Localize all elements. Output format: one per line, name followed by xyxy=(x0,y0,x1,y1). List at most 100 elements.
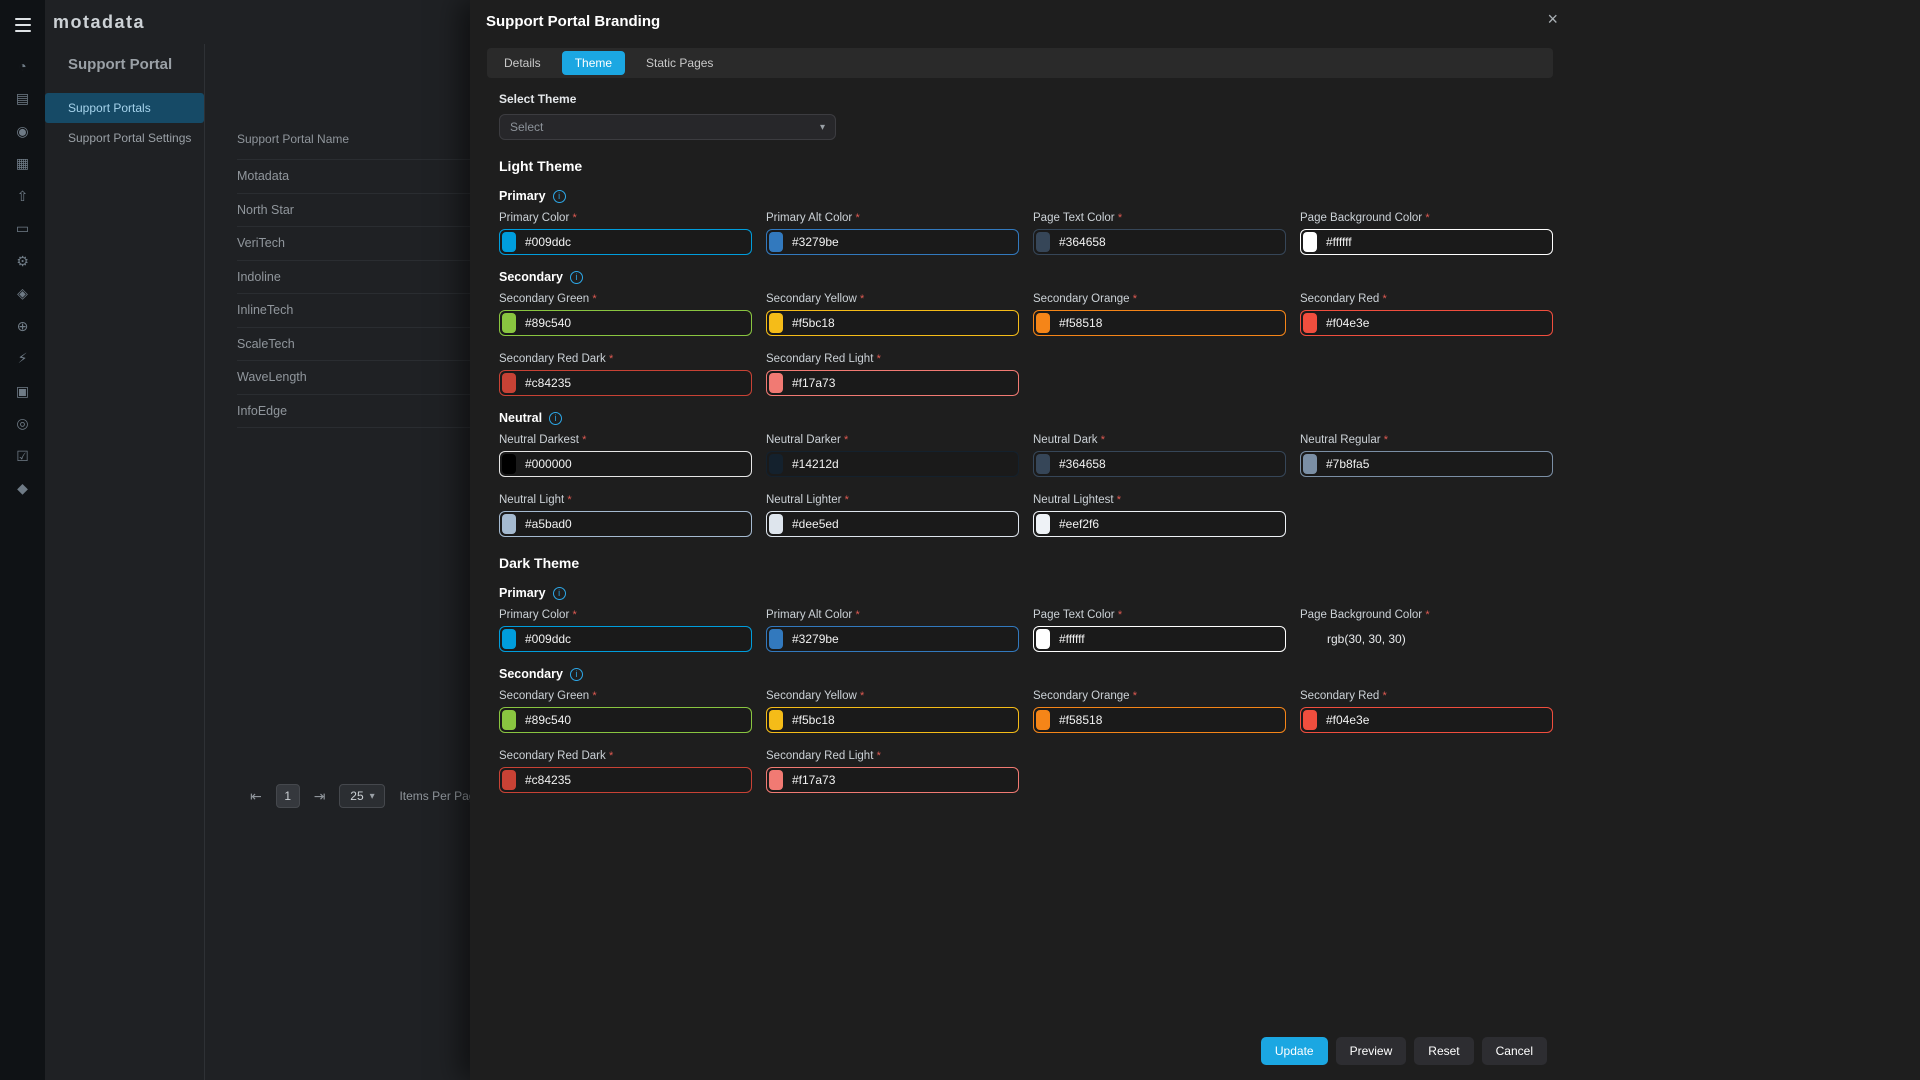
page-number-button[interactable]: 1 xyxy=(275,784,300,808)
color-swatch xyxy=(769,373,783,393)
color-input[interactable]: #3279be xyxy=(766,626,1019,652)
info-icon[interactable]: i xyxy=(552,189,566,203)
update-button[interactable]: Update xyxy=(1260,1037,1328,1065)
color-hex: #eef2f6 xyxy=(1059,517,1100,531)
knowledge-icon[interactable]: ▦ xyxy=(15,155,30,172)
color-hex: #89c540 xyxy=(525,713,572,727)
color-swatch xyxy=(769,232,783,252)
color-input[interactable]: #89c540 xyxy=(499,310,752,336)
table-row[interactable]: ScaleTech xyxy=(237,328,470,361)
tab-static-pages[interactable]: Static Pages xyxy=(646,56,714,70)
color-input[interactable]: #14212d xyxy=(766,451,1019,477)
table-row[interactable]: Indoline xyxy=(237,261,470,294)
color-field: Neutral Light * #a5bad0 xyxy=(499,494,752,537)
color-hex: #f04e3e xyxy=(1326,316,1370,330)
color-input[interactable]: #7b8fa5 xyxy=(1300,451,1553,477)
sidebar-item[interactable]: Support Portal Settings xyxy=(68,131,192,145)
color-field: Page Text Color * #364658 xyxy=(1033,212,1286,255)
table-row[interactable]: WaveLength xyxy=(237,361,470,395)
drawer-footer: Update Preview Reset Cancel xyxy=(470,1022,1920,1080)
first-page-icon[interactable]: ⇤ xyxy=(250,787,262,804)
report-icon[interactable]: ▣ xyxy=(15,382,30,399)
preview-button[interactable]: Preview xyxy=(1335,1037,1407,1065)
tab-theme[interactable]: Theme xyxy=(561,51,626,75)
info-icon[interactable]: i xyxy=(552,586,566,600)
tasks-icon[interactable]: ☑ xyxy=(16,447,29,464)
field-label: Primary Color * xyxy=(499,609,577,621)
automation-icon[interactable]: ⚡ xyxy=(17,350,28,367)
color-hex: #000000 xyxy=(525,457,572,471)
color-hex: #f5bc18 xyxy=(792,713,835,727)
theme-select-value: Select xyxy=(510,120,544,134)
close-icon[interactable]: × xyxy=(1547,9,1558,29)
color-input[interactable]: #f58518 xyxy=(1033,310,1286,336)
table-row[interactable]: North Star xyxy=(237,194,470,227)
color-input[interactable]: #f04e3e xyxy=(1300,707,1553,733)
fields-grid: Secondary Green * #89c540 Secondary Yellow… xyxy=(499,690,1893,793)
color-input[interactable]: #a5bad0 xyxy=(499,511,752,537)
color-input[interactable]: #ffffff xyxy=(1033,626,1286,652)
publish-icon[interactable]: ⇧ xyxy=(16,187,29,204)
topology-icon[interactable]: ⊕ xyxy=(16,317,29,334)
theme-select[interactable]: Select ▾ xyxy=(499,114,836,140)
required-marker: * xyxy=(608,750,614,762)
color-input[interactable]: #f04e3e xyxy=(1300,310,1553,336)
color-field: Neutral Lighter * #dee5ed xyxy=(766,494,1019,537)
color-hex: #364658 xyxy=(1059,235,1106,249)
table-row[interactable]: InfoEdge xyxy=(237,395,470,428)
color-input[interactable]: #f5bc18 xyxy=(766,310,1019,336)
info-icon[interactable]: i xyxy=(549,411,563,425)
package-icon[interactable]: ◈ xyxy=(17,285,28,302)
color-input[interactable]: #f17a73 xyxy=(766,767,1019,793)
required-marker: * xyxy=(855,609,860,621)
color-input[interactable]: #eef2f6 xyxy=(1033,511,1286,537)
asset-icon[interactable]: ▭ xyxy=(15,220,30,237)
admin-icon[interactable]: ◆ xyxy=(17,480,28,497)
ticket-icon[interactable]: ▤ xyxy=(15,90,30,107)
chevron-down-icon: ▾ xyxy=(369,790,375,802)
group-title: Secondary xyxy=(499,667,563,681)
color-input[interactable]: #000000 xyxy=(499,451,752,477)
reset-button[interactable]: Reset xyxy=(1414,1037,1474,1065)
table-row[interactable]: VeriTech xyxy=(237,227,470,261)
last-page-icon[interactable]: ⇥ xyxy=(313,787,326,804)
field-label: Secondary Green * xyxy=(499,293,597,305)
color-swatch xyxy=(1303,313,1317,333)
required-marker: * xyxy=(1425,609,1430,621)
color-input[interactable]: #3279be xyxy=(766,229,1019,255)
page-size-select[interactable]: 25 ▾ xyxy=(339,784,386,808)
tab-details[interactable]: Details xyxy=(504,56,541,70)
color-input[interactable]: #f17a73 xyxy=(766,370,1019,396)
color-input[interactable]: #c84235 xyxy=(499,767,752,793)
color-swatch xyxy=(1036,454,1050,474)
table-row[interactable]: Motadata xyxy=(237,160,470,194)
users-icon[interactable]: ◉ xyxy=(16,122,29,139)
field-label: Secondary Orange * xyxy=(1033,293,1138,305)
color-input[interactable]: #364658 xyxy=(1033,229,1286,255)
color-input[interactable]: #364658 xyxy=(1033,451,1286,477)
color-swatch xyxy=(769,770,783,790)
color-input[interactable]: #dee5ed xyxy=(766,511,1019,537)
color-input[interactable]: #89c540 xyxy=(499,707,752,733)
color-input[interactable]: #c84235 xyxy=(499,370,752,396)
table-row[interactable]: InlineTech xyxy=(237,294,470,328)
info-icon[interactable]: i xyxy=(569,667,583,681)
info-icon[interactable]: i xyxy=(569,270,583,284)
color-field: Neutral Darker * #14212d xyxy=(766,434,1019,477)
color-input[interactable]: #f58518 xyxy=(1033,707,1286,733)
settings-icon[interactable]: ⚙ xyxy=(16,252,29,269)
color-input[interactable]: #009ddc xyxy=(499,626,752,652)
color-input[interactable]: #ffffff xyxy=(1300,229,1553,255)
dashboard-icon[interactable]: ◔ xyxy=(18,58,27,75)
cancel-button[interactable]: Cancel xyxy=(1481,1037,1547,1065)
color-input[interactable]: #f5bc18 xyxy=(766,707,1019,733)
color-input[interactable]: #009ddc xyxy=(499,229,752,255)
contacts-icon[interactable]: ◎ xyxy=(16,415,29,432)
menu-icon[interactable] xyxy=(0,12,45,38)
required-marker: * xyxy=(855,212,860,224)
color-field: Secondary Red Dark * #c84235 xyxy=(499,750,752,793)
sidebar-item[interactable]: Support Portals xyxy=(45,93,204,123)
required-marker: * xyxy=(567,494,572,506)
color-field: Secondary Green * #89c540 xyxy=(499,293,752,336)
